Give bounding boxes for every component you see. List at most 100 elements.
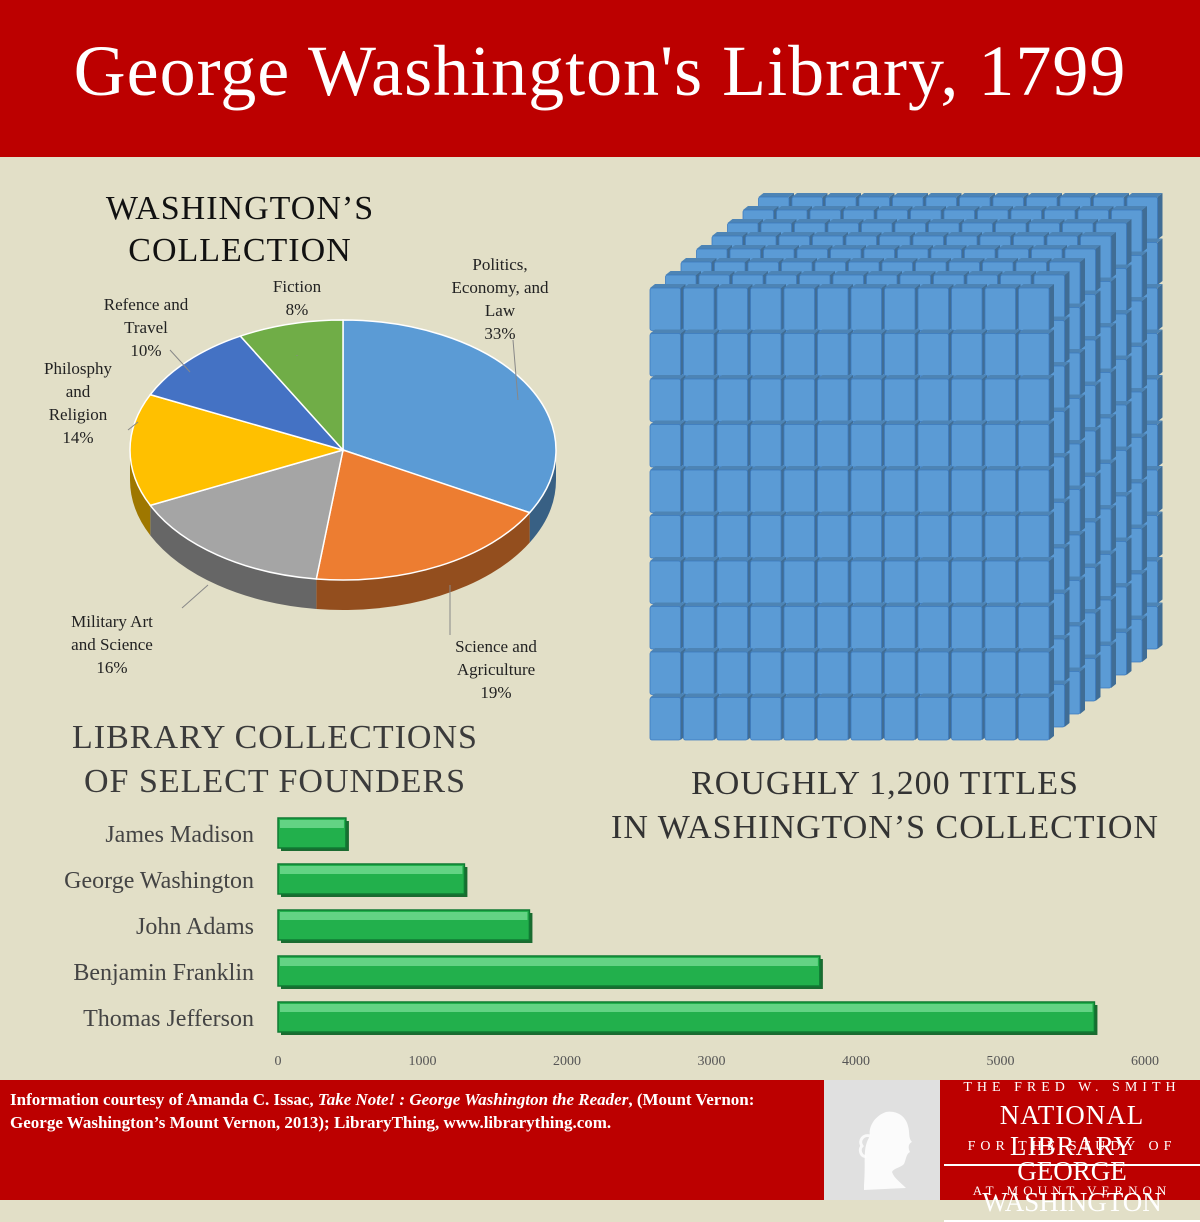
book-top (1049, 258, 1085, 262)
book-top (851, 693, 887, 698)
book-top (683, 602, 719, 607)
book-side (1157, 557, 1163, 604)
book-side (1126, 492, 1132, 539)
book-top (859, 193, 895, 197)
bar-highlight (280, 820, 344, 828)
book-side (1142, 479, 1147, 526)
book (783, 424, 815, 468)
pie-label-fiction-name: Fiction (272, 277, 322, 296)
bar-category-label: Benjamin Franklin (73, 960, 254, 986)
pie-slice-5 (239, 319, 344, 452)
brand-line5: AT MOUNT VERNON (972, 1183, 1172, 1198)
book-top (683, 284, 719, 288)
book (817, 606, 849, 650)
book-side (1095, 336, 1101, 383)
book-top (784, 375, 820, 379)
book-top (1047, 232, 1083, 236)
book-top (650, 466, 686, 470)
bar-category-label: Thomas Jefferson (83, 1006, 254, 1032)
book-top (962, 219, 998, 223)
book-top (828, 219, 864, 223)
book-side (1064, 589, 1070, 636)
book (951, 287, 983, 331)
book-top (1060, 193, 1096, 197)
pie-title-line1: WASHINGTON’S (105, 190, 375, 227)
book-top (951, 602, 987, 607)
book-side (1064, 271, 1070, 318)
book-top (864, 245, 900, 249)
book-top (699, 271, 735, 275)
books-cube-illustration (649, 193, 1163, 741)
book (683, 606, 715, 650)
book-top (1018, 466, 1054, 470)
book-top (1018, 375, 1054, 379)
book-top (750, 511, 786, 516)
book-side (1049, 329, 1054, 376)
book (783, 560, 815, 604)
book-top (933, 271, 969, 275)
book-top (817, 693, 853, 698)
bar-x-tick: 3000 (698, 1054, 726, 1069)
book-top (918, 602, 954, 607)
book-top (931, 245, 967, 249)
book-side (1064, 362, 1070, 409)
book (884, 469, 916, 513)
book-top (910, 206, 946, 210)
book-top (915, 258, 951, 262)
book-top (763, 245, 799, 249)
book (850, 651, 882, 695)
bar-x-tick: 0 (275, 1054, 282, 1069)
book-top (967, 271, 1003, 275)
book-side (1080, 349, 1085, 396)
book-side (1142, 570, 1147, 617)
book-side (1080, 531, 1085, 578)
book-top (1018, 602, 1054, 607)
book-side (1049, 466, 1054, 513)
book (683, 697, 715, 741)
book (716, 606, 748, 650)
book-top (846, 232, 882, 236)
book-top (882, 258, 918, 262)
book-side (1049, 511, 1054, 558)
book (783, 378, 815, 422)
book-top (650, 557, 686, 561)
book-top (745, 232, 781, 236)
book-side (1049, 375, 1054, 422)
pie-label-fiction: Fiction 8% (247, 275, 347, 321)
books-caption-line2: IN WASHINGTON’S COLLECTION (611, 809, 1159, 846)
book-top (918, 511, 954, 516)
book-top (784, 284, 820, 288)
pie-side-2 (150, 505, 317, 609)
book-side (1095, 563, 1101, 610)
book (850, 287, 882, 331)
book-side (1126, 446, 1132, 493)
book (783, 287, 815, 331)
book (716, 697, 748, 741)
book-side (1157, 375, 1163, 422)
book-top (1096, 219, 1132, 223)
book-top (750, 693, 786, 698)
book-top (717, 329, 753, 334)
book (917, 333, 949, 377)
book (951, 560, 983, 604)
book-top (993, 193, 1029, 197)
book-top (1018, 284, 1054, 288)
book-side (1126, 310, 1132, 357)
book-top (792, 193, 828, 197)
book-side (1142, 615, 1147, 662)
book (750, 333, 782, 377)
pie-side-1 (316, 512, 530, 610)
pie-label-reference: Refence and Travel 10% (76, 293, 216, 362)
book-top (995, 219, 1031, 223)
book-top (817, 466, 853, 470)
brand-line3: FOR THE STUDY OF (967, 1139, 1177, 1154)
book (850, 378, 882, 422)
book (850, 697, 882, 741)
footer: Information courtesy of Amanda C. Issac,… (0, 1080, 1200, 1222)
book-top (866, 271, 902, 275)
book-top (1018, 557, 1054, 561)
book-top (766, 271, 802, 275)
book-top (1018, 329, 1054, 334)
book-top (918, 466, 954, 470)
book (750, 606, 782, 650)
